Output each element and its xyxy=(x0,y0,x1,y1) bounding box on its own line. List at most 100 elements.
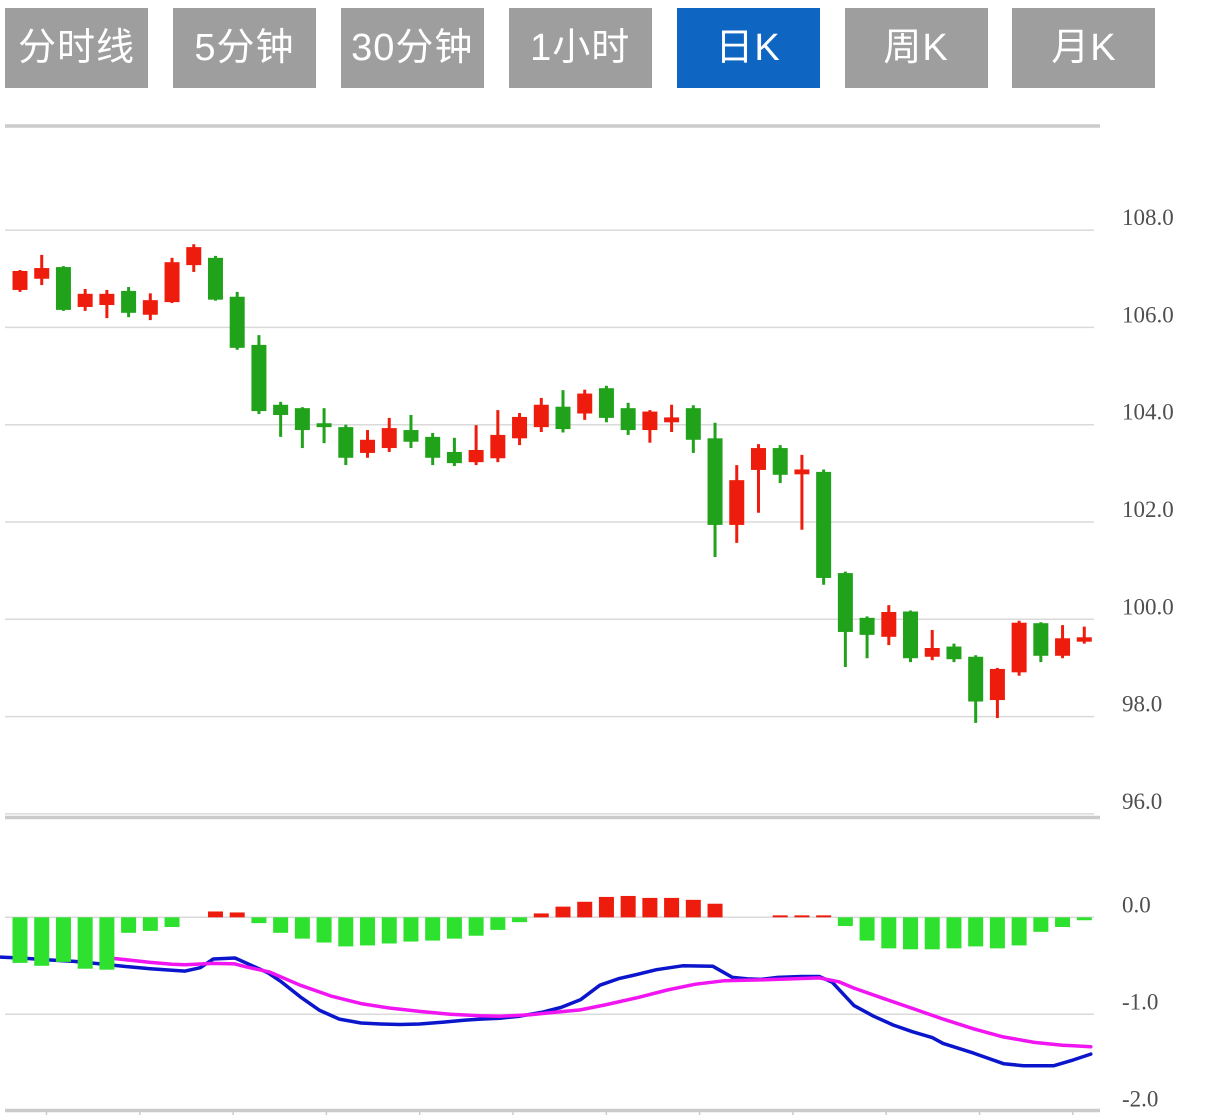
candle-body xyxy=(642,411,658,431)
axis-tick-label: 96.0 xyxy=(1122,789,1162,814)
candle-body xyxy=(251,344,267,412)
macd-bar xyxy=(142,917,158,931)
macd-bar xyxy=(77,917,93,969)
macd-bar xyxy=(598,896,614,918)
macd-bar xyxy=(251,917,267,924)
macd-dif-line xyxy=(0,955,1093,1068)
candle-body xyxy=(207,257,223,300)
macd-bar xyxy=(685,899,701,918)
axis-tick-label: -1.0 xyxy=(1122,989,1158,1014)
macd-bar xyxy=(533,913,549,918)
macd-bar xyxy=(816,915,832,918)
candle-body xyxy=(968,656,984,702)
candle-body xyxy=(946,646,962,660)
macd-bar xyxy=(121,917,137,933)
axis-tick-label: 106.0 xyxy=(1122,302,1174,327)
macd-bar xyxy=(99,917,115,970)
macd-bar xyxy=(664,897,680,918)
candle-body xyxy=(729,480,745,525)
candle-body xyxy=(34,268,50,279)
candle-body xyxy=(490,434,506,459)
candle-body xyxy=(598,388,614,418)
macd-bar xyxy=(12,917,28,963)
tab-timeframe-2[interactable]: 30分钟 xyxy=(340,8,484,88)
axis-tick-label: 102.0 xyxy=(1122,497,1174,522)
macd-bar xyxy=(1033,917,1049,932)
macd-bar xyxy=(55,917,71,962)
macd-bar xyxy=(881,917,897,949)
macd-bar xyxy=(924,917,940,950)
x-axis-ticks xyxy=(45,1110,1074,1115)
candle-body xyxy=(664,417,680,423)
candle-body xyxy=(816,471,832,578)
macd-bar xyxy=(903,917,919,950)
macd-bar xyxy=(1055,917,1071,927)
tab-timeframe-0[interactable]: 分时线 xyxy=(5,8,148,88)
candle-body xyxy=(294,408,310,431)
macd-bar xyxy=(837,917,853,927)
candle-body xyxy=(707,438,723,525)
macd-bar xyxy=(620,895,636,918)
candle-body xyxy=(555,406,571,430)
macd-bar xyxy=(1076,917,1092,921)
candle-body xyxy=(533,404,549,428)
macd-bar xyxy=(707,903,723,918)
candle-body xyxy=(360,439,376,453)
candle-body xyxy=(685,408,701,440)
axis-tick-label: 108.0 xyxy=(1122,205,1174,230)
macd-bar xyxy=(403,917,419,942)
candle-body xyxy=(468,449,484,463)
grid-lines xyxy=(5,229,1094,1016)
candle-body xyxy=(273,404,289,415)
axis-labels: 108.0 106.0 104.0 102.0 100.0 98.0 96.0 0.0 -1.0… xyxy=(1122,205,1174,1111)
macd-bar xyxy=(229,912,245,918)
macd-bar xyxy=(468,917,484,936)
axis-tick-label: 98.0 xyxy=(1122,692,1162,717)
macd-bar xyxy=(772,915,788,918)
candle-body xyxy=(1055,638,1071,656)
macd-bar xyxy=(360,917,376,946)
macd-bar xyxy=(577,901,593,918)
macd-bar xyxy=(294,917,310,939)
macd-bar xyxy=(794,915,810,918)
tab-timeframe-6[interactable]: 月K xyxy=(1012,8,1156,88)
tab-timeframe-4[interactable]: 日K xyxy=(676,8,820,88)
candle-body xyxy=(164,262,180,303)
axis-tick-label: 100.0 xyxy=(1122,594,1174,619)
candle-body xyxy=(121,290,137,313)
candle-body xyxy=(512,416,528,439)
candle-body xyxy=(924,648,940,657)
candle-body xyxy=(142,300,158,315)
macd-bar xyxy=(425,917,441,941)
candle-body xyxy=(903,611,919,659)
candle-body xyxy=(425,436,441,458)
candle-body xyxy=(772,448,788,475)
macd-bar xyxy=(446,917,462,939)
tab-timeframe-1[interactable]: 5分钟 xyxy=(172,8,316,88)
candle-body xyxy=(1011,622,1027,673)
macd-bar xyxy=(946,917,962,949)
timeframe-tabbar: 分时线 5分钟 30分钟 1小时 日K 周K 月K xyxy=(0,0,1213,96)
candle-body xyxy=(1033,623,1049,656)
macd-bar xyxy=(555,906,571,918)
macd-bar xyxy=(338,917,354,947)
tab-timeframe-5[interactable]: 周K xyxy=(844,8,988,88)
panel-borders xyxy=(5,124,1100,1113)
macd-bar xyxy=(512,917,528,923)
macd-dea-line xyxy=(107,956,1093,1049)
axis-tick-label: -2.0 xyxy=(1122,1086,1158,1111)
candle-body xyxy=(381,428,397,449)
macd-bar xyxy=(859,917,875,941)
candle-body xyxy=(12,270,28,290)
candle-body xyxy=(316,423,332,428)
macd-bar xyxy=(642,897,658,918)
axis-tick-label: 0.0 xyxy=(1122,892,1151,917)
candle-body xyxy=(55,267,71,310)
candle-body xyxy=(859,617,875,635)
candles xyxy=(12,244,1092,723)
tab-timeframe-3[interactable]: 1小时 xyxy=(508,8,652,88)
candle-body xyxy=(186,247,202,266)
candle-body xyxy=(99,293,115,306)
candle-body xyxy=(338,427,354,458)
